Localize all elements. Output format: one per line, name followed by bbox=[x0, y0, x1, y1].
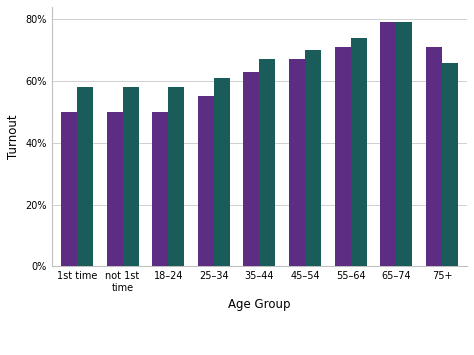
Bar bbox=[168, 87, 184, 266]
Bar bbox=[214, 78, 230, 266]
Bar bbox=[198, 97, 214, 266]
Bar bbox=[61, 112, 77, 266]
Bar bbox=[305, 50, 321, 266]
Bar bbox=[442, 62, 458, 266]
Bar bbox=[152, 112, 168, 266]
Bar bbox=[380, 22, 396, 266]
Bar bbox=[244, 72, 259, 266]
Bar bbox=[107, 112, 123, 266]
Bar bbox=[77, 87, 93, 266]
Bar bbox=[289, 59, 305, 266]
X-axis label: Age Group: Age Group bbox=[228, 298, 291, 311]
Y-axis label: Turnout: Turnout bbox=[7, 114, 20, 159]
Bar bbox=[123, 87, 138, 266]
Bar bbox=[351, 38, 367, 266]
Bar bbox=[259, 59, 275, 266]
Bar bbox=[396, 22, 412, 266]
Bar bbox=[335, 47, 351, 266]
Bar bbox=[426, 47, 442, 266]
